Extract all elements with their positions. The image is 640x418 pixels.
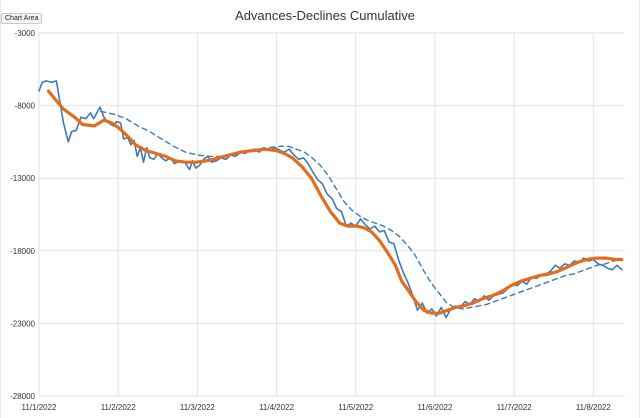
- x-tick-label: 11/1/2022: [22, 403, 58, 412]
- plot-area[interactable]: [38, 80, 624, 319]
- x-tick-label: 11/2/2022: [101, 403, 137, 412]
- x-tick-label: 11/5/2022: [338, 403, 374, 412]
- y-tick-label: -3000: [15, 29, 36, 38]
- y-tick-label: -8000: [15, 102, 36, 111]
- y-tick-label: -28000: [10, 392, 35, 401]
- series-line-solid-thick[interactable]: [46, 89, 624, 315]
- y-tick-label: -18000: [10, 247, 35, 256]
- x-tick-label: 11/4/2022: [259, 403, 295, 412]
- x-tick-label: 11/8/2022: [576, 403, 612, 412]
- chart-area-tooltip: Chart Area: [1, 13, 43, 24]
- left-frame-edge: [0, 0, 1, 418]
- x-tick-label: 11/3/2022: [180, 403, 216, 412]
- y-tick-label: -23000: [10, 319, 35, 328]
- x-tick-label: 11/6/2022: [417, 403, 453, 412]
- chart-title: Advances-Declines Cumulative: [235, 8, 415, 23]
- gridlines: [38, 32, 625, 397]
- series-line-solid-thin[interactable]: [38, 80, 623, 319]
- y-tick-label: -13000: [10, 174, 35, 183]
- axis-tick-labels: -3000 -8000 -13000 -18000 -23000 -28000 11/1/2…: [10, 29, 611, 412]
- series-line-dashed[interactable]: [100, 110, 623, 310]
- x-tick-label: 11/7/2022: [497, 403, 533, 412]
